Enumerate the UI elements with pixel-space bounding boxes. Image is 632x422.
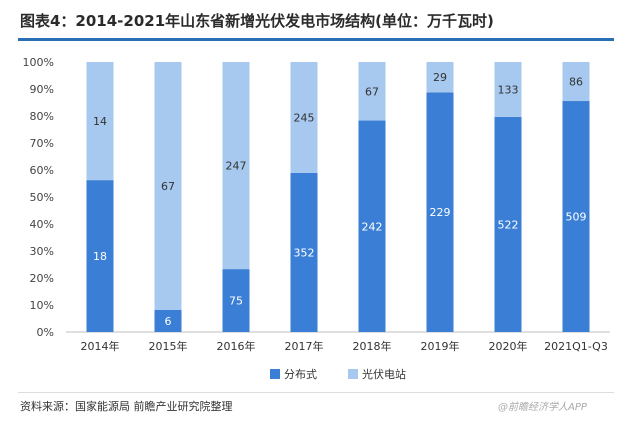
y-tick-label: 100% bbox=[23, 56, 54, 69]
x-tick-label: 2019年 bbox=[421, 339, 460, 353]
data-label-station: 133 bbox=[498, 83, 519, 96]
x-tick-label: 2021Q1-Q3 bbox=[544, 340, 608, 353]
bar-segment-station bbox=[290, 62, 318, 173]
data-label-distributed: 75 bbox=[229, 295, 243, 308]
y-tick-label: 10% bbox=[30, 299, 54, 312]
data-label-distributed: 229 bbox=[430, 206, 451, 219]
bar-segment-station bbox=[86, 62, 114, 181]
chart-title: 图表4：2014-2021年山东省新增光伏发电市场结构(单位：万千瓦时) bbox=[20, 12, 494, 30]
bar-segment-distributed bbox=[562, 101, 590, 332]
bar-segment-station bbox=[222, 62, 250, 270]
legend-label: 光伏电站 bbox=[362, 367, 406, 381]
bar-segment-distributed bbox=[86, 180, 114, 332]
bar-segment-station bbox=[358, 62, 386, 121]
y-tick-label: 70% bbox=[30, 137, 54, 150]
y-tick-label: 50% bbox=[30, 191, 54, 204]
x-tick-label: 2015年 bbox=[149, 339, 188, 353]
data-label-station: 245 bbox=[294, 111, 315, 124]
x-tick-label: 2020年 bbox=[489, 339, 528, 353]
y-tick-label: 0% bbox=[37, 326, 54, 339]
bar-segment-station bbox=[426, 62, 454, 93]
bar-segment-distributed bbox=[154, 309, 182, 332]
data-label-station: 67 bbox=[365, 85, 379, 98]
data-label-station: 14 bbox=[93, 115, 107, 128]
data-label-distributed: 242 bbox=[362, 220, 383, 233]
bar-segment-distributed bbox=[222, 269, 250, 332]
bar-segment-distributed bbox=[494, 116, 522, 332]
bar-segment-station bbox=[562, 62, 590, 102]
stacked-bar-chart: 0% 10% 20% 30% 40% 50% 60% 70% 80% 90% 100% 18 14 201… bbox=[23, 56, 610, 381]
y-tick-label: 20% bbox=[30, 272, 54, 285]
footer-divider bbox=[18, 392, 614, 393]
x-tick-label: 2014年 bbox=[81, 339, 120, 353]
source-note: 资料来源：国家能源局 前瞻产业研究院整理 bbox=[20, 400, 233, 413]
data-label-station: 67 bbox=[161, 180, 175, 193]
x-tick-label: 2016年 bbox=[217, 339, 256, 353]
x-tick-label: 2017年 bbox=[285, 339, 324, 353]
y-tick-label: 80% bbox=[30, 110, 54, 123]
data-label-station: 29 bbox=[433, 71, 447, 84]
bar-segment-station bbox=[154, 62, 182, 310]
data-label-distributed: 352 bbox=[294, 246, 315, 259]
data-label-station: 86 bbox=[569, 76, 583, 89]
x-tick-label: 2018年 bbox=[353, 339, 392, 353]
y-tick-label: 90% bbox=[30, 83, 54, 96]
bar-segment-distributed bbox=[358, 120, 386, 332]
watermark: @前瞻经济学人APP bbox=[498, 402, 587, 413]
title-underline bbox=[18, 38, 614, 41]
y-tick-label: 30% bbox=[30, 245, 54, 258]
data-label-station: 247 bbox=[226, 160, 247, 173]
legend-label: 分布式 bbox=[284, 368, 317, 381]
data-label-distributed: 18 bbox=[93, 250, 107, 263]
data-label-distributed: 522 bbox=[498, 218, 519, 231]
legend-swatch bbox=[348, 369, 358, 379]
data-label-distributed: 509 bbox=[566, 211, 587, 224]
bar-segment-distributed bbox=[290, 172, 318, 332]
bar-segment-station bbox=[494, 62, 522, 117]
data-label-distributed: 6 bbox=[165, 315, 172, 328]
legend-swatch bbox=[270, 369, 280, 379]
bar-segment-distributed bbox=[426, 92, 454, 332]
y-tick-label: 40% bbox=[30, 218, 54, 231]
y-tick-label: 60% bbox=[30, 164, 54, 177]
